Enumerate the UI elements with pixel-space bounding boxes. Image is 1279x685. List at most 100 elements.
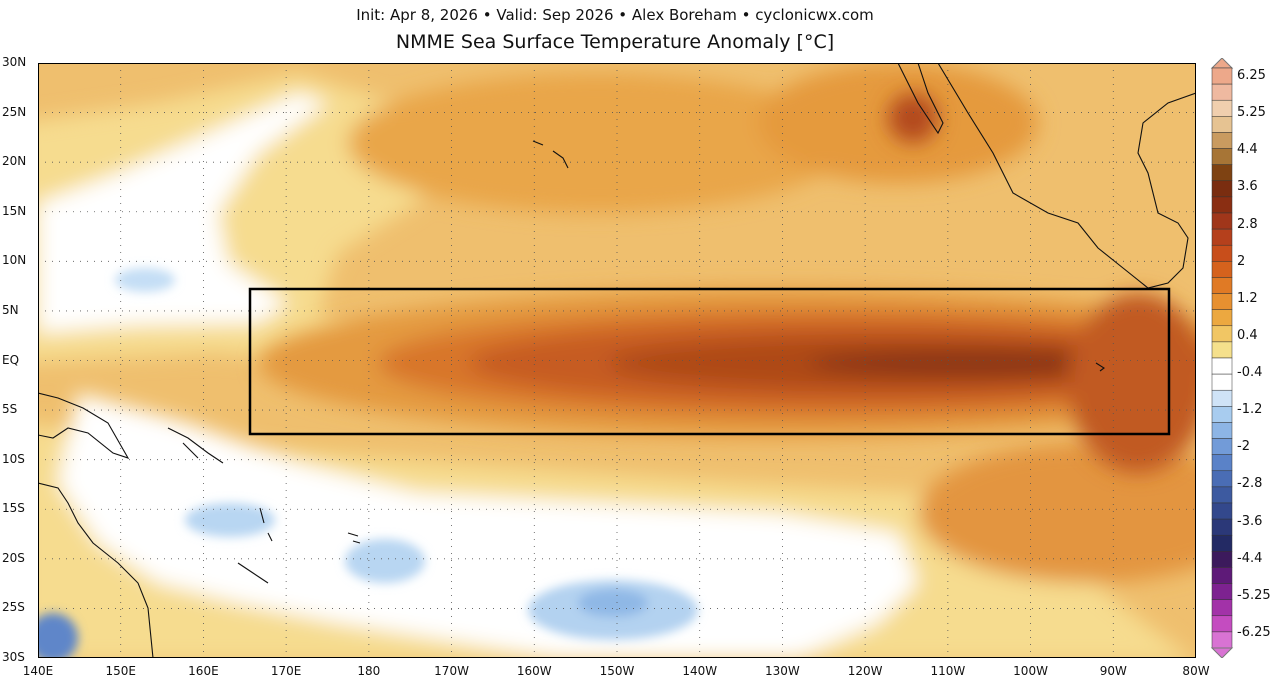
lon-label: 160W bbox=[516, 664, 552, 678]
map-subtitle: Init: Apr 8, 2026 • Valid: Sep 2026 • Al… bbox=[356, 6, 874, 24]
colorbar-segment bbox=[1211, 551, 1233, 568]
colorbar-tick-label: -6.25 bbox=[1237, 625, 1271, 640]
map-title: NMME Sea Surface Temperature Anomaly [°C… bbox=[395, 31, 835, 53]
cool-patch-1 bbox=[115, 268, 175, 292]
colorbar-segment bbox=[1211, 518, 1233, 536]
lat-label: 30S bbox=[2, 650, 25, 664]
lat-label: 10N bbox=[2, 253, 27, 268]
colorbar-segment bbox=[1211, 277, 1233, 294]
colorbar-segment bbox=[1211, 212, 1233, 230]
coastline-solomon-islands bbox=[167, 427, 224, 464]
colorbar bbox=[1210, 58, 1234, 658]
colorbar-segment bbox=[1211, 132, 1233, 149]
colorbar-tick-label: 1.2 bbox=[1237, 290, 1258, 306]
lon-label: 100W bbox=[1013, 664, 1048, 678]
sst-anomaly-map bbox=[38, 63, 1196, 658]
colorbar-segment bbox=[1211, 615, 1233, 633]
colorbar-tick-label: 0.4 bbox=[1237, 327, 1258, 343]
neutral-south bbox=[58, 393, 918, 658]
cool-patch-5 bbox=[578, 589, 648, 617]
coastline-hawaii bbox=[532, 140, 569, 169]
lat-label: 25S bbox=[2, 600, 25, 615]
lon-label: 140E bbox=[22, 664, 54, 678]
colorbar-segment bbox=[1211, 99, 1233, 117]
lat-label: EQ bbox=[2, 352, 20, 367]
colorbar-segment bbox=[1211, 67, 1233, 85]
colorbar-tick-label: 5.25 bbox=[1237, 105, 1266, 121]
lat-label: 15N bbox=[2, 203, 27, 218]
cool-patch-6 bbox=[38, 613, 78, 658]
coastline-vanuatu bbox=[259, 507, 273, 542]
colorbar-segment bbox=[1211, 196, 1233, 214]
colorbar-segment bbox=[1211, 454, 1233, 472]
colorbar-tick-label: -4.4 bbox=[1237, 550, 1263, 566]
colorbar-segment bbox=[1211, 470, 1233, 488]
colorbar-tick-label: -1.2 bbox=[1237, 402, 1263, 418]
coastline-galapagos bbox=[1095, 362, 1105, 372]
coastline-new-caledonia bbox=[237, 562, 269, 584]
coastline-mexico-central-america bbox=[897, 63, 1196, 289]
colorbar-segment bbox=[1211, 422, 1233, 439]
colorbar-segment bbox=[1211, 83, 1233, 101]
colorbar-segment bbox=[1211, 261, 1233, 278]
lon-label: 150E bbox=[105, 664, 136, 678]
lon-label: 120W bbox=[847, 664, 883, 678]
colorbar-segment bbox=[1211, 244, 1233, 262]
colorbar-segment bbox=[1211, 293, 1233, 310]
cool-patch-2 bbox=[185, 503, 275, 537]
colorbar-tick-label: -3.6 bbox=[1237, 513, 1263, 529]
colorbar-segment bbox=[1211, 389, 1233, 407]
colorbar-tick-label: 2 bbox=[1237, 253, 1246, 269]
colorbar-segment bbox=[1211, 180, 1233, 198]
colorbar-segment bbox=[1211, 567, 1233, 584]
colorbar-tick-label: -5.25 bbox=[1237, 587, 1271, 603]
neutral-north-west bbox=[38, 93, 328, 333]
lon-label: 80W bbox=[1182, 664, 1210, 678]
cool-patch-3 bbox=[345, 539, 425, 583]
lon-label: 170E bbox=[270, 664, 302, 678]
lon-label: 130W bbox=[765, 664, 800, 678]
colorbar-segment bbox=[1211, 599, 1233, 617]
colorbar-tick-label: -2 bbox=[1237, 439, 1250, 455]
lon-label: 160E bbox=[188, 664, 219, 678]
lat-label: 10S bbox=[2, 451, 25, 466]
warm-spot-hawaii bbox=[348, 73, 848, 213]
nino-region-box bbox=[248, 287, 1171, 436]
colorbar-tick-label: 2.8 bbox=[1237, 216, 1258, 232]
coastlines bbox=[38, 63, 1196, 658]
colorbar-segment bbox=[1211, 228, 1233, 246]
lon-label: 180 bbox=[357, 664, 381, 678]
colorbar-segment bbox=[1211, 438, 1233, 455]
lat-label: 20N bbox=[2, 154, 27, 169]
lat-label: 30N bbox=[2, 55, 27, 69]
coastline-australia bbox=[38, 482, 154, 658]
colorbar-tick-label: -2.8 bbox=[1237, 476, 1263, 492]
colorbar-segment bbox=[1211, 406, 1233, 423]
lon-label: 170W bbox=[434, 664, 469, 678]
colorbar-segment bbox=[1211, 373, 1233, 391]
lon-label: 110W bbox=[930, 664, 966, 678]
colorbar-tick-label: -0.4 bbox=[1237, 365, 1263, 381]
colorbar-segment bbox=[1211, 325, 1233, 343]
map-frame bbox=[38, 63, 1196, 658]
colorbar-segment bbox=[1211, 116, 1233, 133]
colorbar-segment bbox=[1211, 309, 1233, 327]
colorbar-segment bbox=[1211, 486, 1233, 504]
colorbar-tick-label: 3.6 bbox=[1237, 179, 1258, 195]
colorbar-segment bbox=[1211, 357, 1233, 375]
coastline-new-guinea bbox=[38, 392, 130, 459]
colorbar-min-arrow bbox=[1210, 647, 1234, 658]
coastline-fiji bbox=[347, 532, 361, 544]
colorbar-max-arrow bbox=[1210, 58, 1234, 69]
lat-label: 15S bbox=[2, 501, 25, 516]
lon-label: 140W bbox=[682, 664, 718, 678]
colorbar-segment bbox=[1211, 583, 1233, 600]
colorbar-tick-label: 4.4 bbox=[1237, 142, 1258, 158]
equatorial-warm-tongue bbox=[258, 93, 1196, 473]
colorbar-segment bbox=[1211, 534, 1233, 552]
lon-label: 150W bbox=[599, 664, 635, 678]
colorbar-segment bbox=[1211, 164, 1233, 182]
lat-label: 25N bbox=[2, 104, 27, 119]
colorbar-segment bbox=[1211, 631, 1233, 649]
colorbar-segment bbox=[1211, 341, 1233, 359]
